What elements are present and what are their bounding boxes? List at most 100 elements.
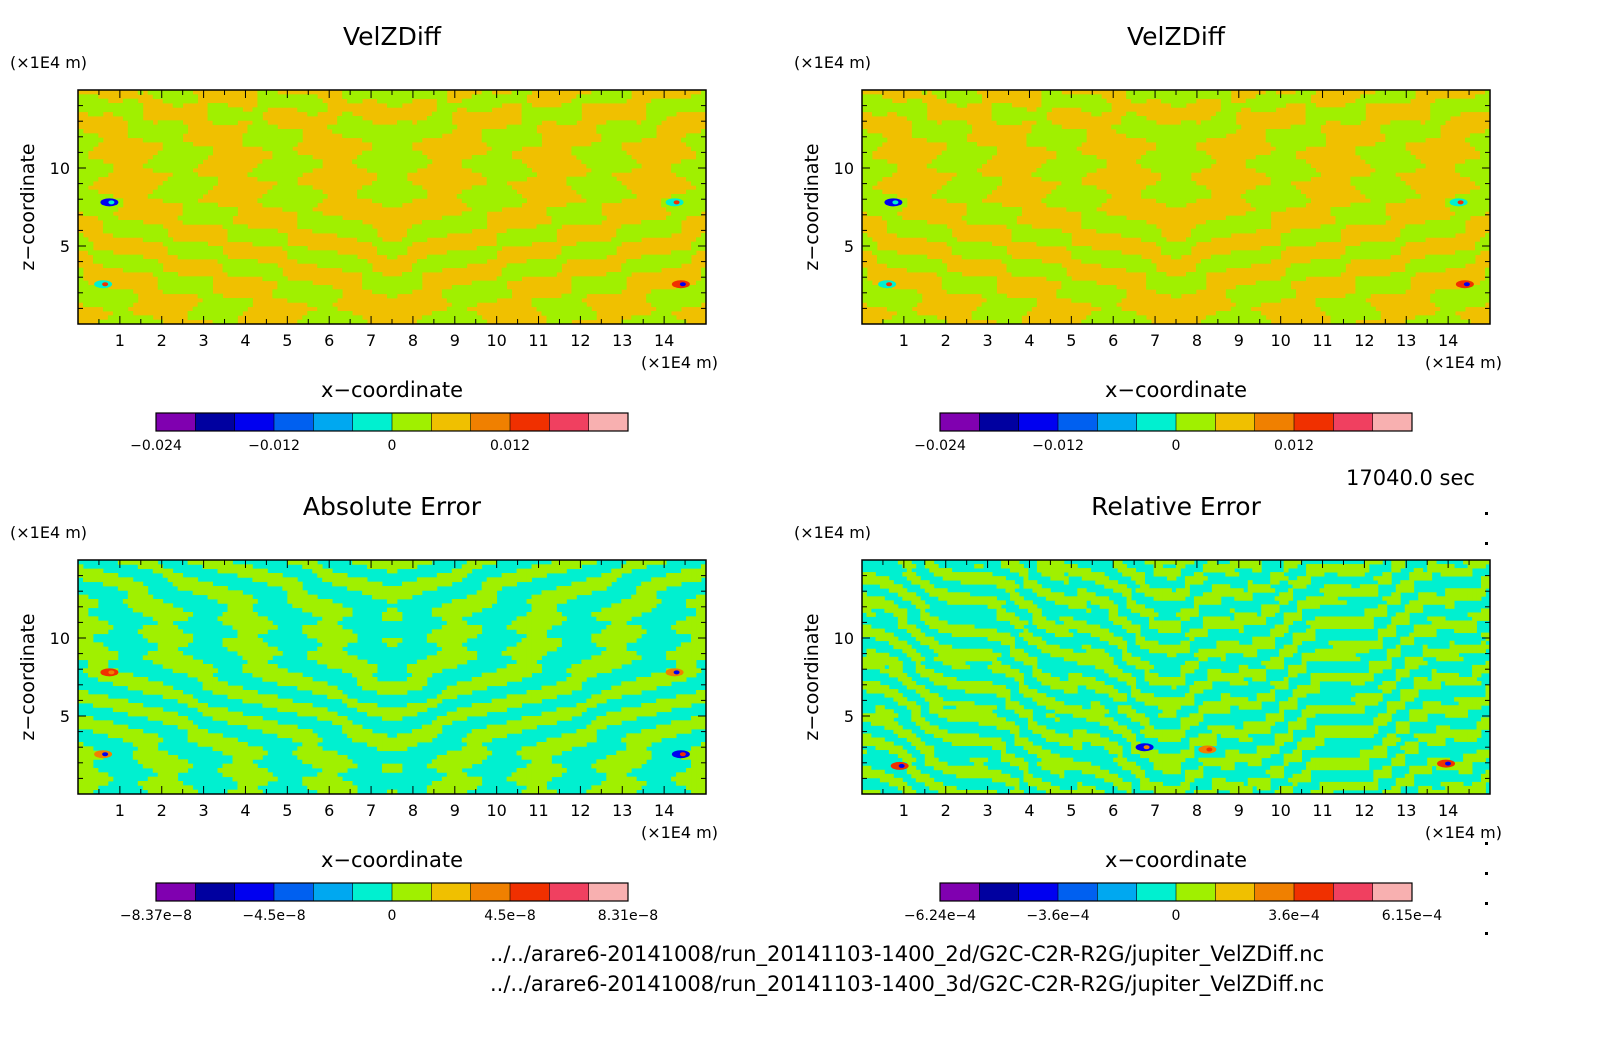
x-axis-title: x−coordinate xyxy=(321,848,463,872)
x-unit-label: (×1E4 m) xyxy=(641,353,718,372)
x-tick-label: 11 xyxy=(1312,331,1332,350)
colorbar-bin xyxy=(470,883,511,901)
x-tick-label: 13 xyxy=(612,331,632,350)
x-tick-label: 3 xyxy=(199,331,209,350)
colorbar-bin xyxy=(1254,413,1295,431)
x-tick-label: 10 xyxy=(1270,801,1290,820)
colorbar-bin xyxy=(588,413,629,431)
x-tick-label: 8 xyxy=(408,801,418,820)
colorbar-tick-label: 0 xyxy=(388,438,397,454)
colorbar-bin xyxy=(1097,883,1138,901)
x-tick-label: 13 xyxy=(1396,331,1416,350)
colorbar-bin xyxy=(156,883,196,901)
colorbar-tick-label: 0.012 xyxy=(1274,438,1314,454)
colorbar-bin xyxy=(352,413,393,431)
colorbar-tick-label: −0.012 xyxy=(248,438,300,454)
colorbar-tick-label: 0 xyxy=(388,908,397,924)
colorbar-bin xyxy=(156,413,196,431)
colorbar-bin xyxy=(352,883,393,901)
x-tick-label: 11 xyxy=(528,331,548,350)
x-tick-label: 7 xyxy=(366,331,376,350)
y-tick-label: 5 xyxy=(844,237,854,256)
colorbar-tick-label: 8.31e−8 xyxy=(598,908,658,924)
colorbar-tick-label: 6.15e−4 xyxy=(1382,908,1443,924)
heatmap-field xyxy=(78,560,706,794)
colorbar-bin xyxy=(274,413,314,431)
x-tick-label: 7 xyxy=(1150,801,1160,820)
colorbar-bin xyxy=(1176,883,1216,901)
colorbar-bin xyxy=(940,883,980,901)
colorbar-bin xyxy=(1294,413,1334,431)
colorbar-bin xyxy=(510,413,550,431)
file-path-2d: ../../arare6-20141008/run_20141103-1400_… xyxy=(490,942,1325,966)
x-tick-label: 6 xyxy=(1108,331,1118,350)
x-tick-label: 5 xyxy=(1066,331,1076,350)
y-axis-title: z−coordinate xyxy=(17,613,39,740)
x-tick-label: 5 xyxy=(282,331,292,350)
y-axis-title: z−coordinate xyxy=(801,613,823,740)
colorbar-bin xyxy=(940,413,980,431)
time-label: 17040.0 sec xyxy=(1346,466,1475,490)
panel-absolute-error: Absolute Error (×1E4 m) 1 2 3 4 5 6 7 8 9 10 11 12 13 1… xyxy=(0,470,800,950)
colorbar-bin xyxy=(549,883,590,901)
x-tick-label: 2 xyxy=(157,801,167,820)
x-tick-label: 14 xyxy=(654,801,674,820)
panel-velzdiff-3d: VelZDiff (×1E4 m) 1 2 3 4 5 6 7 8 9 10 11 12 13 14 5 10 (×… xyxy=(784,0,1584,480)
chart-title: Absolute Error xyxy=(303,492,482,521)
colorbar-bin xyxy=(979,883,1020,901)
colorbar-bin xyxy=(431,883,472,901)
colorbar-tick-label: −0.024 xyxy=(914,438,966,454)
x-tick-label: 3 xyxy=(983,331,993,350)
chart-svg: Absolute Error(×1E4 m)1 2 3 4 5 6 7 8 9 10 11 12 13 1… xyxy=(10,492,718,924)
y-axis-title: z−coordinate xyxy=(801,143,823,270)
margin-dot xyxy=(1485,512,1488,515)
x-tick-label: 12 xyxy=(570,331,590,350)
colorbar-bin xyxy=(1058,883,1098,901)
x-tick-label: 10 xyxy=(486,801,506,820)
y-unit-label: (×1E4 m) xyxy=(794,523,871,542)
colorbar-bin xyxy=(1136,413,1177,431)
colorbar-tick-label: 0.012 xyxy=(490,438,530,454)
x-tick-label: 14 xyxy=(1438,801,1458,820)
x-tick-label: 8 xyxy=(408,331,418,350)
colorbar-bin xyxy=(313,883,354,901)
y-tick-label: 5 xyxy=(60,707,70,726)
colorbar-tick-label: −0.024 xyxy=(130,438,182,454)
colorbar-bin xyxy=(1372,413,1413,431)
x-tick-label: 4 xyxy=(240,331,250,350)
colorbar-bin xyxy=(1176,413,1216,431)
x-tick-label: 1 xyxy=(115,801,125,820)
x-unit-label: (×1E4 m) xyxy=(1425,823,1502,842)
x-tick-label: 4 xyxy=(1024,331,1034,350)
x-tick-label: 3 xyxy=(983,801,993,820)
x-tick-label: 10 xyxy=(1270,331,1290,350)
margin-dot xyxy=(1485,902,1488,905)
chart-title: Relative Error xyxy=(1091,492,1261,521)
colorbar-bin xyxy=(1097,413,1138,431)
colorbar-bin xyxy=(1215,883,1256,901)
x-tick-label: 4 xyxy=(1024,801,1034,820)
x-axis-title: x−coordinate xyxy=(321,378,463,402)
x-tick-label: 4 xyxy=(240,801,250,820)
y-tick-label: 5 xyxy=(844,707,854,726)
colorbar-tick-label: 0 xyxy=(1172,438,1181,454)
x-tick-label: 5 xyxy=(282,801,292,820)
margin-dot xyxy=(1485,842,1488,845)
colorbar-tick-label: −3.6e−4 xyxy=(1026,908,1089,924)
x-tick-label: 1 xyxy=(115,331,125,350)
colorbar-bin xyxy=(1333,413,1374,431)
x-tick-label: 3 xyxy=(199,801,209,820)
x-unit-label: (×1E4 m) xyxy=(1425,353,1502,372)
colorbar-bin xyxy=(392,883,432,901)
chart-title: VelZDiff xyxy=(1127,22,1226,51)
y-axis-title: z−coordinate xyxy=(17,143,39,270)
heatmap-field xyxy=(78,90,706,324)
colorbar-bin xyxy=(470,413,511,431)
x-axis-title: x−coordinate xyxy=(1105,848,1247,872)
x-tick-label: 1 xyxy=(899,331,909,350)
colorbar-bin xyxy=(549,413,590,431)
margin-dot xyxy=(1485,542,1488,545)
x-tick-label: 2 xyxy=(941,331,951,350)
colorbar-bin xyxy=(431,413,472,431)
y-tick-label: 10 xyxy=(50,629,70,648)
